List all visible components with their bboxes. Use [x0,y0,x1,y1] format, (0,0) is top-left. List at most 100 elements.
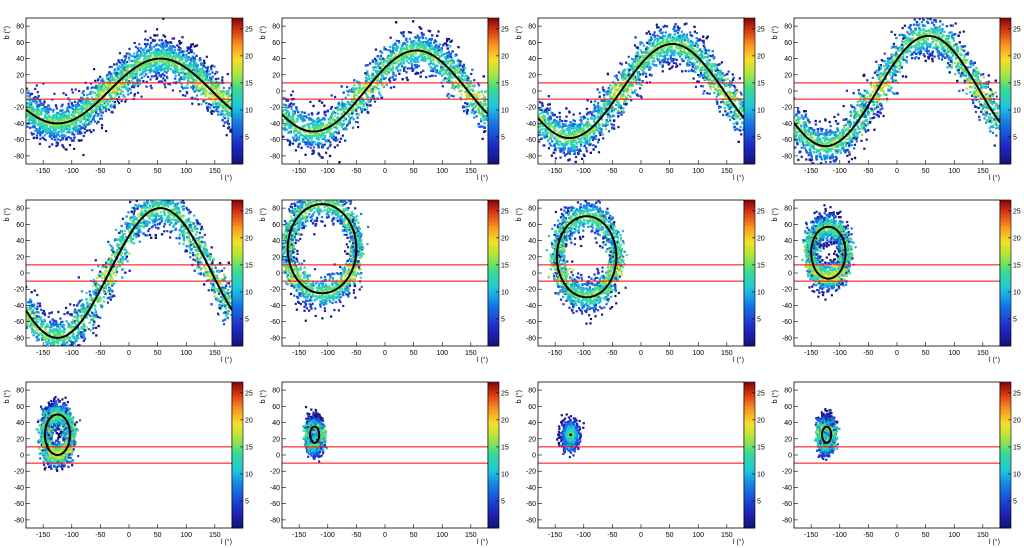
density-pixel [204,88,207,91]
density-pixel [174,54,177,58]
density-pixel [206,67,209,70]
density-pixel [432,59,435,62]
density-pixel [34,98,37,102]
density-pixel [43,116,46,119]
density-pixel [354,102,357,105]
density-pixel [221,109,225,113]
density-pixel [483,96,486,99]
density-pixel [52,108,55,112]
density-pixel [200,103,203,106]
density-pixel [187,78,190,81]
density-pixel [60,125,63,128]
density-pixel [52,133,56,137]
colorbar-segment [232,86,243,90]
density-pixel [119,69,122,72]
density-pixel [334,126,337,129]
density-pixel [153,34,157,37]
density-pixel [86,86,89,89]
density-pixel [142,65,145,68]
density-pixel [336,112,340,115]
density-pixel [78,99,81,103]
density-pixel [375,66,378,69]
colorbar-segment [232,83,243,87]
density-pixel [449,40,452,43]
density-pixel [110,65,113,69]
density-pixel [286,114,289,118]
density-pixel [26,115,28,118]
density-pixel [83,99,86,102]
density-pixel [432,69,435,73]
density-pixel [405,47,409,50]
density-pixel [430,61,433,65]
density-pixel [323,112,326,116]
colorbar-tick-label: 20 [245,53,253,60]
density-pixel [119,85,122,89]
density-pixel [484,90,487,93]
density-pixel [174,69,177,72]
density-pixel [474,95,477,98]
density-pixel [206,107,209,110]
density-pixel [165,43,168,46]
density-pixel [461,105,465,108]
density-pixel [470,111,473,114]
density-pixel [401,78,404,81]
density-pixel [57,112,60,115]
density-pixel [405,76,408,79]
density-pixel [48,119,52,122]
density-pixel [435,59,439,62]
density-pixel [419,75,422,78]
density-pixel [484,102,487,105]
density-pixel [32,132,35,135]
density-pixel [178,40,181,44]
density-pixel [35,101,38,104]
density-pixel [57,126,61,130]
density-pixel [165,44,168,48]
density-pixel [61,109,64,112]
density-pixel [88,118,91,121]
density-pixel [108,65,111,69]
density-pixel [123,67,126,70]
density-pixel [229,113,232,116]
density-pixel [35,113,39,116]
density-pixel [119,92,122,95]
colorbar-segment [232,52,243,55]
density-pixel [67,102,70,105]
density-pixel [158,61,161,64]
density-pixel [157,72,161,75]
density-pixel [28,98,31,102]
density-pixel [201,66,205,69]
density-pixel [308,118,311,121]
density-pixel [64,93,68,96]
density-pixel [443,53,446,56]
density-pixel [34,111,37,114]
density-pixel [466,96,469,99]
density-pixel [357,91,360,95]
density-pixel [348,121,351,125]
density-pixel [311,149,314,152]
density-pixel [179,90,182,93]
density-pixel [74,88,77,91]
density-pixel [149,78,152,81]
density-pixel [200,86,203,89]
model-curve [26,57,232,125]
density-pixel [463,105,466,108]
density-pixel [56,138,60,141]
density-pixel [138,43,141,46]
density-pixel [108,71,111,74]
density-pixel [73,110,76,113]
density-pixel [68,143,72,147]
density-pixel [402,35,405,38]
density-pixel [306,135,309,138]
density-pixel [181,57,184,60]
density-pixel [67,124,70,127]
colorbar-segment [232,120,243,124]
density-pixel [76,132,80,135]
density-pixel [131,71,134,74]
density-pixel [331,119,334,122]
density-pixel [119,61,122,64]
density-pixel [123,95,126,98]
density-pixel [121,69,124,72]
density-pixel [389,59,393,62]
density-pixel [341,102,344,105]
density-pixel [469,80,473,83]
